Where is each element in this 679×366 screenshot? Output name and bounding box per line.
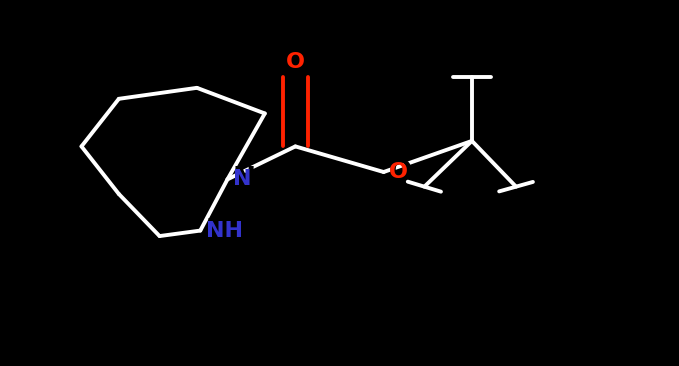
Text: O: O	[389, 162, 408, 182]
Text: N: N	[233, 165, 256, 193]
Text: NH: NH	[206, 217, 252, 244]
Text: NH: NH	[206, 221, 242, 240]
Text: O: O	[284, 44, 307, 72]
Text: N: N	[233, 169, 251, 189]
Text: O: O	[286, 52, 305, 72]
Text: O: O	[389, 158, 413, 186]
